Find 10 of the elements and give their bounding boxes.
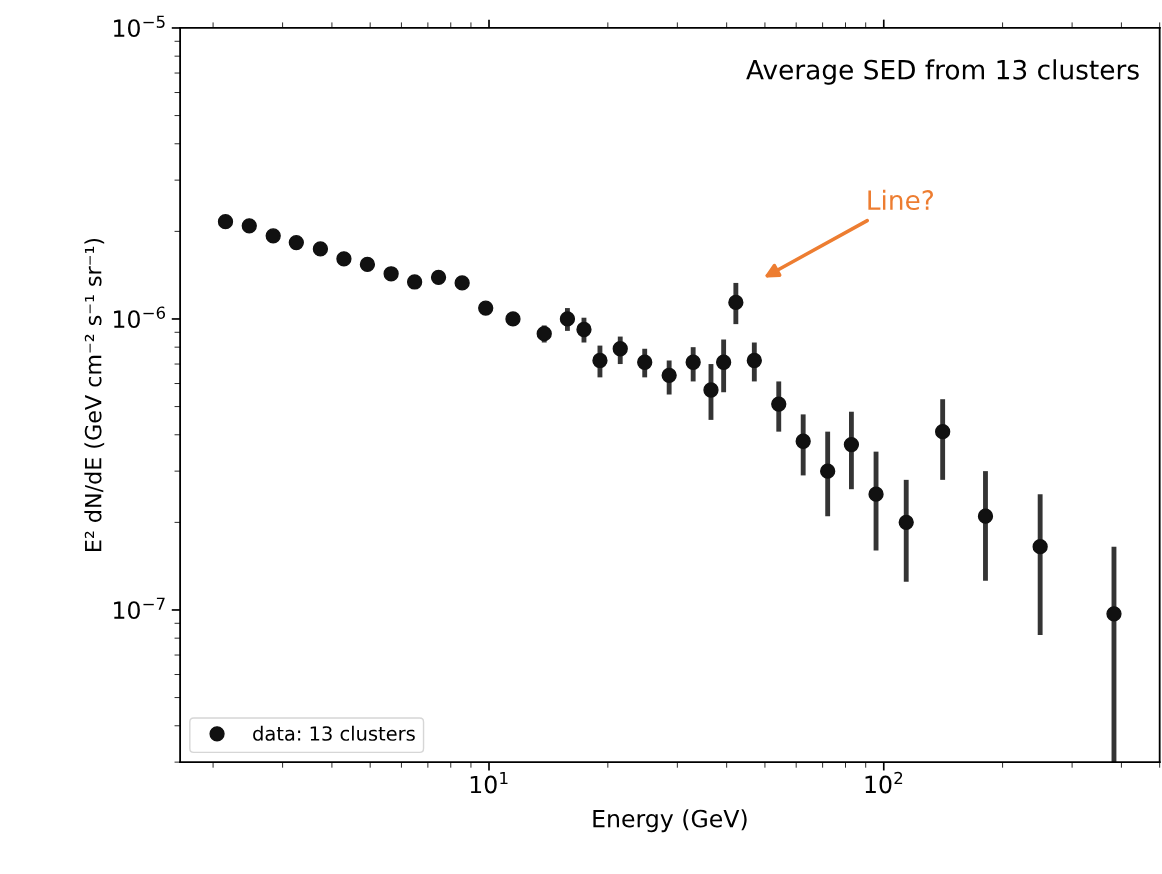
legend-label: data: 13 clusters — [253, 725, 415, 741]
y-tick-label: 10$^{−7}$ — [114, 597, 165, 620]
y-tick-label: 10$^{−5}$ — [114, 15, 165, 38]
annotation: Line? — [868, 189, 933, 211]
text: Average SED from 13 clusters — [746, 59, 1139, 85]
x-tick-label: 10$^{2}$ — [865, 771, 903, 794]
y-tick-label: 10$^{−6}$ — [114, 306, 166, 329]
x-axis-title: Energy (GeV) — [593, 809, 747, 833]
y-axis-title: E² dN/dE (GeV cm⁻² s⁻¹ sr⁻¹) — [84, 238, 105, 551]
x-tick-label: 10$^{1}$ — [470, 772, 508, 794]
